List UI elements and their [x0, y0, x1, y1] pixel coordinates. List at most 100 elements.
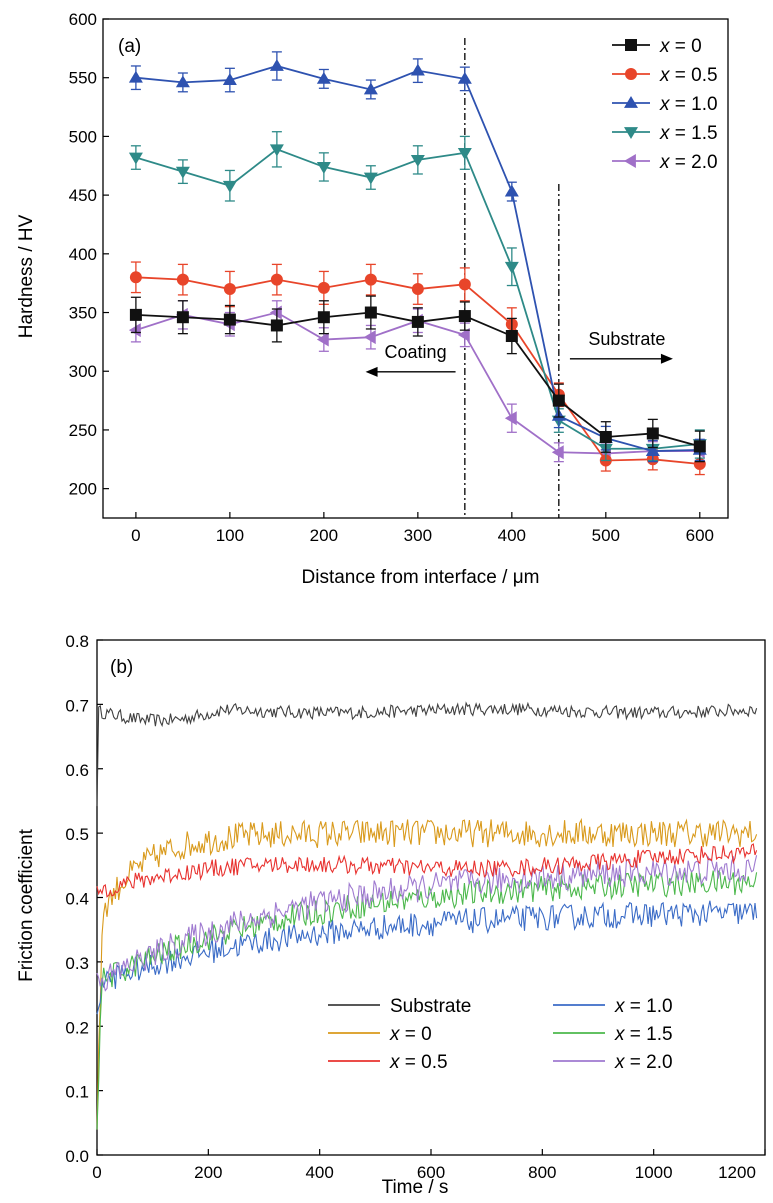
y-tick-label: 0.8	[65, 632, 89, 651]
legend-value: = 1.0	[670, 94, 718, 115]
x-tick-label: 600	[686, 526, 714, 545]
legend-marker	[624, 127, 638, 139]
data-point	[128, 152, 143, 165]
y-tick-label: 350	[69, 304, 97, 323]
legend-entry: x = 0	[659, 36, 702, 57]
y-tick-label: 0.7	[65, 696, 89, 715]
legend-italic-symbol: x	[659, 123, 671, 144]
x-tick-label: 1000	[635, 1163, 673, 1182]
data-point	[223, 283, 236, 296]
legend-italic-symbol: x	[659, 94, 671, 115]
data-point	[411, 315, 424, 328]
data-point	[599, 430, 612, 443]
y-tick-label: 250	[69, 421, 97, 440]
annotation-substrate-arrowhead	[660, 353, 673, 364]
data-point	[364, 273, 377, 286]
legend-italic-symbol: x	[614, 1024, 626, 1045]
data-point	[552, 394, 565, 407]
data-point	[693, 440, 706, 453]
data-point	[269, 144, 284, 157]
y-tick-label: 0.1	[65, 1083, 89, 1102]
data-point	[363, 330, 376, 345]
x-tick-label: 600	[417, 1163, 445, 1182]
data-point	[411, 283, 424, 296]
x-tick-label: 200	[310, 526, 338, 545]
y-tick-label: 0.6	[65, 761, 89, 780]
y-tick-label: 300	[69, 362, 97, 381]
panel-label: (a)	[118, 36, 141, 57]
data-point	[457, 327, 470, 342]
x-tick-label: 500	[592, 526, 620, 545]
legend-value: = 0.5	[670, 65, 718, 86]
data-point	[458, 278, 471, 291]
legend-italic-symbol: x	[614, 1052, 626, 1073]
panel-label: (b)	[110, 657, 133, 678]
data-point	[504, 184, 519, 197]
data-point	[458, 310, 471, 323]
legend-entry: x = 1.0	[614, 996, 673, 1017]
panel-a-hardness-chart: 200 250 300 350 400 450 500 550 600 0 100 200 300 400…	[16, 10, 729, 588]
plot-frame	[102, 18, 729, 519]
friction-series-5	[96, 855, 758, 992]
data-point	[504, 411, 517, 426]
series-2	[128, 51, 707, 463]
legend-italic-symbol: x	[614, 996, 626, 1017]
y-tick-label: 400	[69, 245, 97, 264]
x-tick-label: 400	[498, 526, 526, 545]
data-point	[364, 306, 377, 319]
data-point	[269, 305, 282, 320]
friction-series-2	[96, 843, 758, 898]
legend-value: = 1.0	[625, 996, 673, 1017]
x-tick-label: 200	[194, 1163, 222, 1182]
data-point	[363, 172, 378, 185]
friction-series-3	[96, 900, 758, 1015]
legend-value: = 1.5	[625, 1024, 673, 1045]
data-point	[270, 273, 283, 286]
legend-italic-symbol: x	[659, 65, 671, 86]
legend-entry: x = 0.5	[659, 65, 718, 86]
data-point	[222, 73, 237, 85]
legend-value: Substrate	[390, 996, 471, 1017]
legend: x = 0x = 0.5x = 1.0x = 1.5x = 2.0	[612, 36, 718, 173]
data-point	[270, 319, 283, 332]
data-point	[410, 154, 425, 167]
series-line	[135, 65, 700, 452]
data-point	[410, 63, 425, 76]
legend-italic-symbol: x	[389, 1052, 401, 1073]
legend-entry: x = 2.0	[614, 1052, 673, 1073]
x-tick-label: 1200	[718, 1163, 756, 1182]
data-point	[129, 308, 142, 321]
series-0	[129, 295, 706, 463]
x-axis-label: Distance from interface / μm	[302, 567, 540, 588]
legend-entry: Substrate	[390, 996, 471, 1017]
annotation-coating-arrowhead	[365, 366, 378, 377]
data-point	[269, 58, 284, 71]
y-tick-label: 600	[69, 10, 97, 29]
legend-marker	[624, 96, 638, 108]
y-tick-label: 500	[69, 127, 97, 146]
data-point	[129, 271, 142, 284]
legend-entry: x = 1.5	[614, 1024, 673, 1045]
legend-value: = 2.0	[670, 152, 718, 173]
legend-value: = 1.5	[670, 123, 718, 144]
legend-italic-symbol: x	[659, 36, 671, 57]
data-point	[176, 311, 189, 324]
data-point	[175, 75, 190, 88]
legend-italic-symbol: x	[659, 152, 671, 173]
legend-entry: x = 1.5	[659, 123, 718, 144]
legend-value: = 0.5	[400, 1052, 448, 1073]
data-point	[363, 82, 378, 95]
data-point	[645, 444, 660, 456]
friction-series-1	[96, 817, 758, 1130]
data-point	[222, 180, 237, 193]
legend-marker	[624, 154, 636, 168]
x-tick-label: 100	[216, 526, 244, 545]
x-axis-label: Time / s	[382, 1177, 449, 1198]
data-point	[505, 330, 518, 343]
y-tick-label: 0.4	[65, 890, 89, 909]
legend-value: = 0	[400, 1024, 432, 1045]
data-point	[175, 166, 190, 179]
x-tick-label: 0	[131, 526, 140, 545]
data-point	[128, 70, 143, 83]
